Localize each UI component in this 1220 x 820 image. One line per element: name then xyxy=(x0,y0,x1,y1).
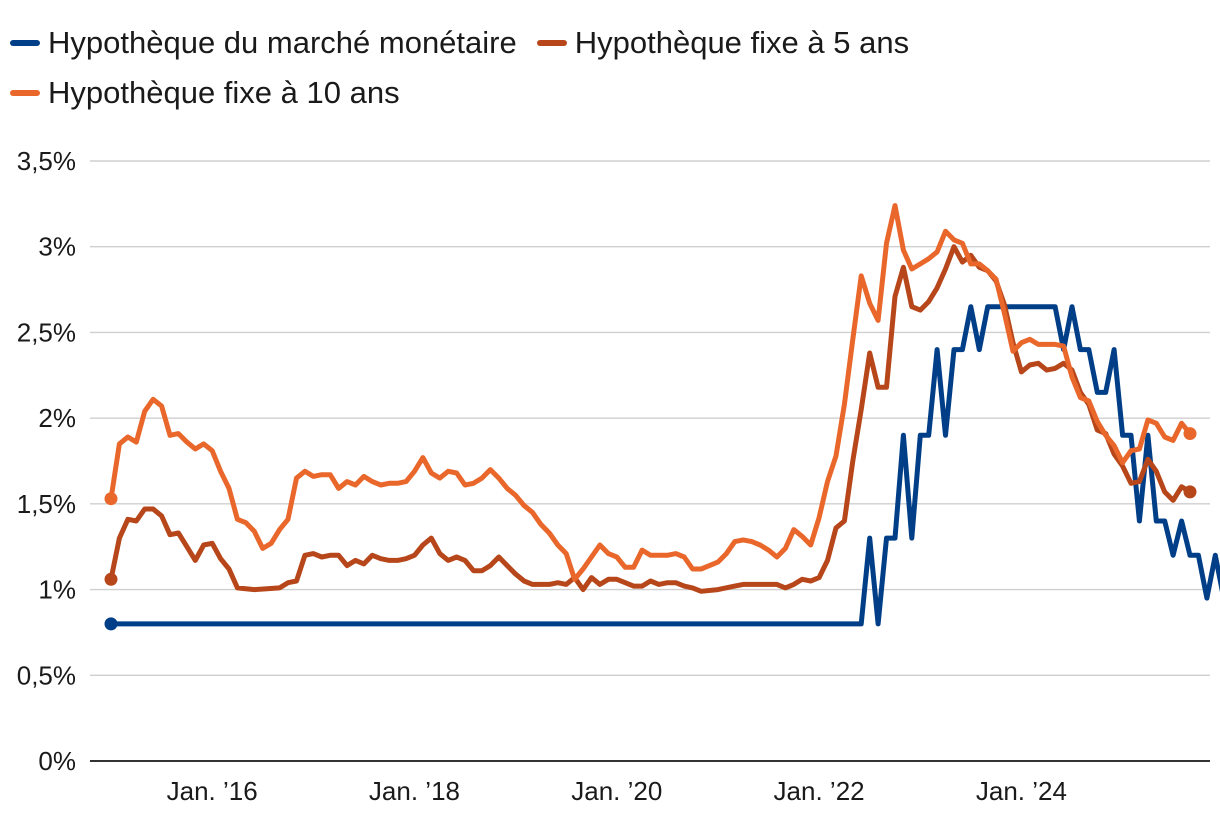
legend-row-2: Hypothèque fixe à 10 ans xyxy=(10,68,1210,118)
legend-label-money-market: Hypothèque du marché monétaire xyxy=(48,25,517,60)
legend-swatch-fixed-5y xyxy=(536,40,567,46)
y-tick-label: 3,5% xyxy=(17,146,76,176)
y-tick-label: 1,5% xyxy=(17,489,76,519)
legend-swatch-money-market xyxy=(10,40,40,46)
legend-label-fixed-5y: Hypothèque fixe à 5 ans xyxy=(574,25,910,60)
x-tick-label: Jan. ’20 xyxy=(571,776,662,806)
series-end-point-2 xyxy=(1183,427,1197,441)
y-tick-label: 1% xyxy=(38,575,76,605)
legend-item-fixed-10y[interactable]: Hypothèque fixe à 10 ans xyxy=(10,75,400,111)
series-line-0 xyxy=(108,304,1220,627)
series-line-1 xyxy=(108,244,1193,594)
x-tick-label: Jan. ’18 xyxy=(369,776,460,806)
x-axis-ticks: Jan. ’16 Jan. ’18 Jan. ’20 Jan. ’22 Jan. ’24 xyxy=(167,776,1067,806)
legend-swatch-fixed-10y xyxy=(10,90,40,96)
legend-label-fixed-10y: Hypothèque fixe à 10 ans xyxy=(48,75,400,110)
y-tick-label: 0% xyxy=(38,746,76,776)
series-start-point-1 xyxy=(104,572,118,586)
legend-item-fixed-5y[interactable]: Hypothèque fixe à 5 ans xyxy=(536,25,910,61)
x-tick-label: Jan. ’16 xyxy=(167,776,258,806)
legend-row-1: Hypothèque du marché monétaire Hypothèqu… xyxy=(10,18,1210,68)
x-tick-label: Jan. ’24 xyxy=(976,776,1067,806)
series-lines xyxy=(104,203,1220,631)
y-tick-label: 2,5% xyxy=(17,317,76,347)
y-tick-label: 2% xyxy=(38,403,76,433)
series-line-2 xyxy=(108,203,1193,582)
x-tick-label: Jan. ’22 xyxy=(774,776,865,806)
series-start-point-2 xyxy=(104,492,118,506)
legend: Hypothèque du marché monétaire Hypothèqu… xyxy=(10,18,1210,118)
series-start-point-0 xyxy=(104,617,118,631)
y-axis-ticks: 0% 0,5% 1% 1,5% 2% 2,5% 3% 3,5% xyxy=(17,146,76,776)
legend-item-money-market[interactable]: Hypothèque du marché monétaire xyxy=(10,25,517,61)
series-end-point-1 xyxy=(1183,485,1197,499)
y-tick-label: 3% xyxy=(38,232,76,262)
y-tick-label: 0,5% xyxy=(17,660,76,690)
gridlines xyxy=(90,160,1210,762)
